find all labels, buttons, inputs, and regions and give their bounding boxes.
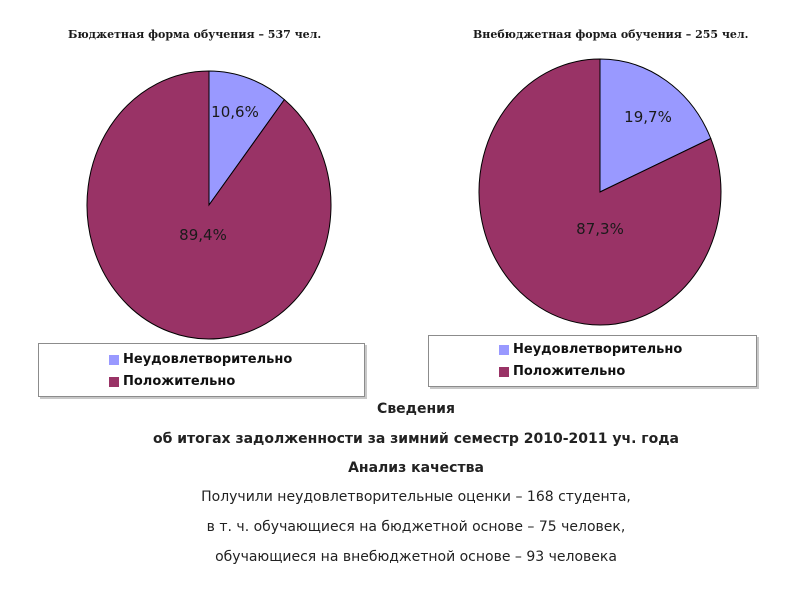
chart-2-legend-item-unsatisfactory: Неудовлетворительно	[499, 342, 682, 357]
chart-1-pie: 10,6% 89,4%	[86, 70, 332, 340]
chart-1-legend-item-positive: Положительно	[109, 374, 235, 389]
chart-1-title: Бюджетная форма обучения – 537 чел.	[68, 28, 322, 41]
chart-2-slice-unsatisfactory	[599, 58, 712, 193]
chart-1-data-label-unsatisfactory: 10,6%	[211, 103, 259, 121]
info-line-budget: в т. ч. обучающиеся на бюджетной основе …	[206, 519, 626, 535]
info-line-total: Получили неудовлетворительные оценки – 1…	[201, 489, 631, 505]
info-analysis: Анализ качества	[348, 460, 484, 476]
chart-1-legend-label-unsatisfactory: Неудовлетворительно	[123, 352, 293, 367]
info-heading: Сведения	[377, 401, 455, 417]
chart-2-legend-swatch-positive	[499, 366, 509, 377]
chart-2-legend: Неудовлетворительно Положительно	[428, 335, 757, 387]
chart-2-legend-swatch-unsatisfactory	[499, 344, 509, 355]
chart-2-legend-label-positive: Положительно	[513, 364, 626, 379]
chart-1-legend-swatch-positive	[109, 376, 119, 387]
chart-1-legend-label-positive: Положительно	[123, 374, 236, 389]
info-subheading: об итогах задолженности за зимний семест…	[152, 431, 679, 447]
chart-1-slice-positive	[86, 70, 332, 340]
chart-2-pie: 19,7% 87,3%	[478, 58, 722, 326]
chart-1-data-label-positive: 89,4%	[179, 226, 227, 244]
chart-1-legend: Неудовлетворительно Положительно	[38, 343, 365, 397]
info-line-offbudget: обучающиеся на внебюджетной основе – 93 …	[215, 549, 617, 565]
chart-2-legend-item-positive: Положительно	[499, 364, 625, 379]
chart-2-data-label-unsatisfactory: 19,7%	[624, 108, 672, 126]
chart-1-legend-swatch-unsatisfactory	[109, 354, 119, 365]
chart-1-legend-item-unsatisfactory: Неудовлетворительно	[109, 352, 292, 367]
chart-1-slice-unsatisfactory	[208, 70, 286, 207]
chart-2-data-label-positive: 87,3%	[576, 220, 624, 238]
chart-2-slice-positive	[478, 58, 722, 326]
chart-2-title: Внебюджетная форма обучения – 255 чел.	[473, 28, 749, 41]
chart-2-legend-label-unsatisfactory: Неудовлетворительно	[513, 342, 683, 357]
